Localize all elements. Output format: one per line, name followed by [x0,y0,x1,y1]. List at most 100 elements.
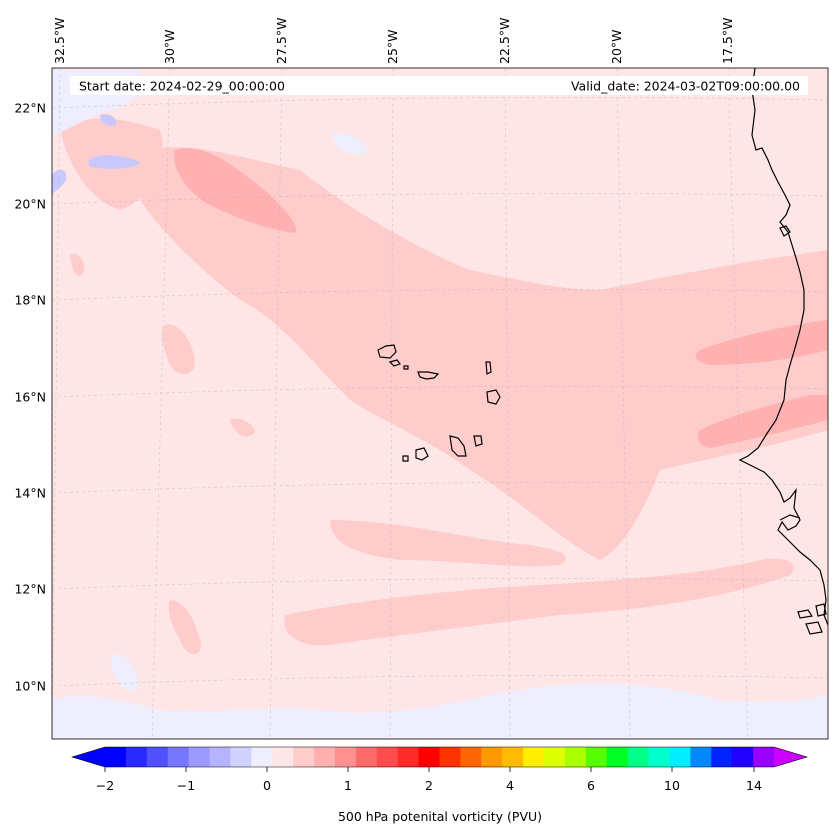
colorbar-tick-label: −2 [96,778,114,793]
colorbar-cell [753,747,775,767]
start-date-label: Start date: 2024-02-29_00:00:00 [79,79,285,94]
graticule-lon-line [727,67,749,740]
cape-verde-islands [377,344,501,462]
island-boa-vista [486,389,501,405]
pv-field [52,70,828,739]
latitude-label: 12°N [14,582,46,597]
pv-band-light-pink [284,558,794,646]
colorbar-cell [188,747,210,767]
africa-coastline-islands [815,603,827,617]
pv-patch-light-lavender [110,654,139,691]
colorbar-cells [105,747,775,767]
africa-coastline-islands [797,609,814,619]
colorbar-cell [439,747,461,767]
colorbar-cell [125,747,148,767]
latitude-label: 20°N [14,197,46,212]
colorbar-extend-max [774,747,807,767]
colorbar-ticks: −2 −1 0 1 2 4 6 10 14 [96,767,762,793]
colorbar-cell [544,747,566,767]
colorbar-tick-label: 0 [263,778,271,793]
colorbar-cell [293,747,315,767]
longitude-labels: 32.5°W 30°W 27.5°W 25°W 22.5°W 20°W 17.5°W [52,18,735,64]
graticule-lon-line [51,67,61,740]
pv-patch-light-pink [162,324,195,375]
pv-streak-medium-pink [697,395,828,448]
colorbar-cell [397,747,419,767]
colorbar-cell [711,747,733,767]
pv-band-light-pink [140,147,828,560]
colorbar-cell [230,747,252,767]
colorbar-tick-label: −1 [177,778,195,793]
pv-band-light-pink [330,520,566,567]
colorbar-cell [606,747,629,767]
graticule-lat-line [51,386,829,398]
graticule-lon-line [504,67,511,740]
colorbar-tick-label: 2 [425,778,433,793]
pv-patch-lavender [52,169,67,195]
longitude-label: 27.5°W [274,18,289,64]
latitude-label: 14°N [14,486,46,501]
graticule-lon-line [151,67,171,740]
colorbar-title: 500 hPa potenital vorticity (PVU) [338,809,542,824]
valid-date-label: Valid_date: 2024-03-02T09:00:00.00 [571,79,800,94]
island-brava [402,455,409,462]
graticule-lat-line [51,578,829,590]
colorbar-cell [355,747,378,767]
latitude-label: 16°N [14,390,46,405]
colorbar-cell [690,747,712,767]
colorbar-cell [460,747,482,767]
longitude-label: 32.5°W [52,18,67,64]
colorbar-cell [669,747,691,767]
header-band [70,76,808,95]
island-santiago [449,435,467,457]
graticule-lat-line [51,97,829,109]
colorbar-cell [334,747,357,767]
coastline-inlet [779,514,801,521]
colorbar-tick-label: 1 [344,778,352,793]
island-sao-vicente [388,359,401,367]
longitude-label: 22.5°W [497,18,512,64]
colorbar-cell [523,747,545,767]
pv-patch-light-lavender [52,683,828,739]
pv-patch-light-pink [70,253,85,276]
island-maio [473,435,483,447]
graticule-lat-line [51,482,829,494]
colorbar-cell [481,747,503,767]
graticule [51,67,829,740]
pv-streak-medium-pink [695,320,828,365]
latitude-label: 22°N [14,101,46,116]
longitude-label: 17.5°W [720,18,735,64]
pv-patch-lavender [88,155,140,169]
island-fogo [415,447,429,461]
colorbar-cell [376,747,399,767]
latitude-label: 10°N [14,679,46,694]
colorbar-cell [146,747,169,767]
colorbar-cell [732,747,754,767]
graticule-lat-line [51,193,829,205]
colorbar-tick-label: 14 [746,778,762,793]
colorbar-cell [251,747,273,767]
graticule-lon-line [616,67,631,740]
pv-patch-light-lavender [330,133,368,155]
colorbar-cell [627,747,649,767]
colorbar-cell [564,747,587,767]
graticule-lon-line [269,67,283,740]
island-santa-luzia [403,365,409,370]
colorbar-extend-min [72,747,105,767]
colorbar-cell [167,747,190,767]
coastline-inlet [779,225,791,237]
island-sao-nicolau [417,371,440,380]
colorbar-tick-label: 10 [664,778,680,793]
colorbar-cell [314,747,336,767]
colorbar-cell [105,747,127,767]
colorbar-cell [418,747,440,767]
pv-patch-light-pink [168,600,201,655]
graticule-lon-line [389,67,394,740]
colorbar-cell [585,747,608,767]
africa-coastline-islands [805,621,823,635]
island-sal [485,361,492,375]
map-frame [51,67,829,740]
colorbar-cell [272,747,294,767]
colorbar-cell [209,747,231,767]
